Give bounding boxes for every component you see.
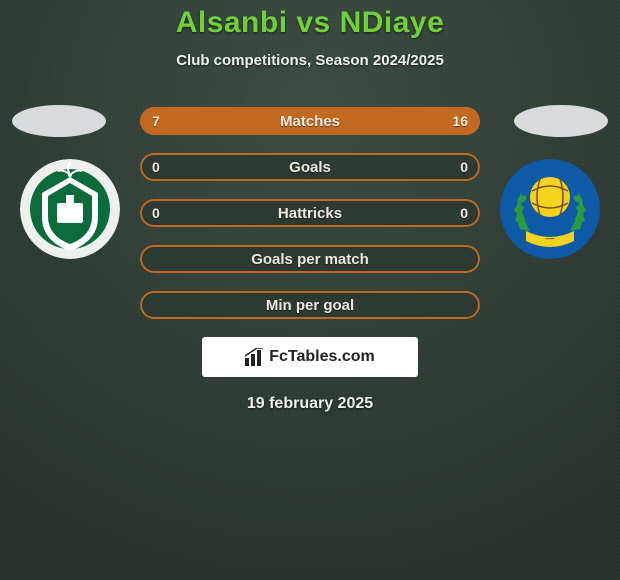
bar-value-left: 0 — [140, 199, 172, 227]
bar-value-left: 7 — [140, 107, 172, 135]
bar-label: Hattricks — [140, 199, 480, 227]
subtitle: Club competitions, Season 2024/2025 — [0, 52, 620, 69]
bar-value-right: 0 — [448, 153, 480, 181]
bar-row: Matches7 16 — [140, 107, 480, 135]
bar-value-left: 0 — [140, 153, 172, 181]
date-label: 19 february 2025 — [0, 395, 620, 413]
bar-label: Goals per match — [140, 245, 480, 273]
bar-value-right: 16 — [440, 107, 480, 135]
bar-value-right: 0 — [448, 199, 480, 227]
left-club-badge — [20, 159, 120, 259]
page-title: Alsanbi vs NDiaye — [0, 6, 620, 40]
bar-chart-icon — [245, 348, 265, 366]
bar-row: Hattricks0 0 — [140, 199, 480, 227]
right-player-oval — [514, 105, 608, 137]
bar-label: Matches — [140, 107, 480, 135]
right-club-badge: ـــــ — [500, 159, 600, 259]
fctables-watermark: FcTables.com — [202, 337, 418, 377]
bar-label: Min per goal — [140, 291, 480, 319]
bar-row: Goals0 0 — [140, 153, 480, 181]
fctables-text: FcTables.com — [269, 348, 375, 366]
bar-label: Goals — [140, 153, 480, 181]
svg-text:ـــــ: ـــــ — [545, 235, 555, 241]
bar-row: Min per goal — [140, 291, 480, 319]
left-player-oval — [12, 105, 106, 137]
comparison-bars: Matches716Goals00Hattricks00Goals per ma… — [140, 87, 480, 319]
bar-row: Goals per match — [140, 245, 480, 273]
